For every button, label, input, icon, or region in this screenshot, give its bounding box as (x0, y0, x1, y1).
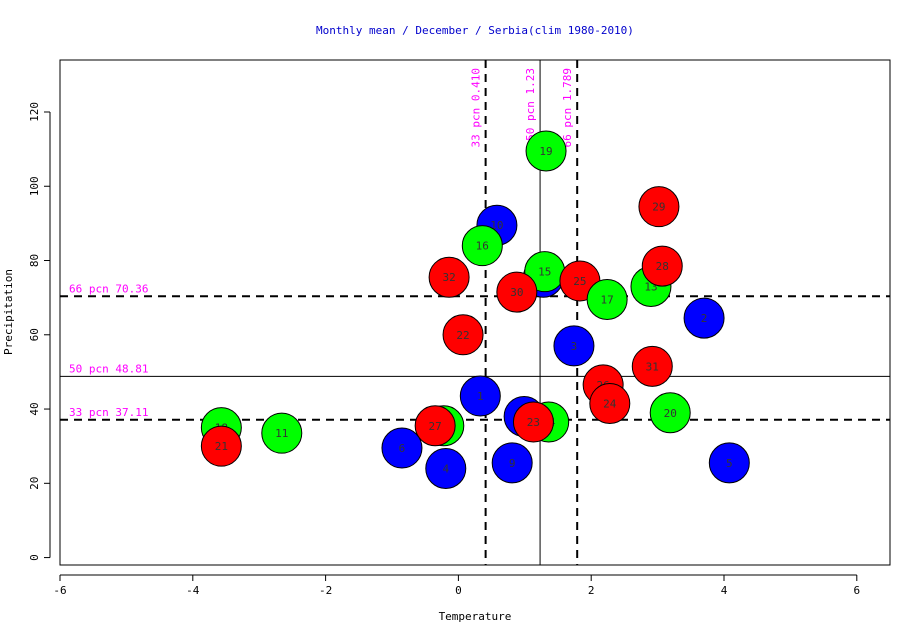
point-label: 6 (399, 442, 406, 455)
point-marker (586, 279, 628, 321)
data-point: 32 (428, 256, 470, 298)
reference-label: 66 pcn 70.36 (69, 282, 148, 295)
reference-label: 33 pcn 37.11 (69, 406, 148, 419)
point-marker (589, 382, 631, 424)
x-tick-label: 2 (588, 584, 595, 597)
point-label: 23 (527, 416, 540, 429)
point-label: 19 (539, 145, 552, 158)
point-label: 1 (477, 390, 484, 403)
point-label: 17 (601, 294, 614, 307)
plot-frame (59, 59, 891, 566)
point-label: 21 (215, 440, 228, 453)
data-point: 19 (525, 130, 567, 172)
point-marker (261, 412, 303, 454)
data-point: 16 (461, 225, 503, 267)
data-point: 31 (631, 345, 673, 387)
point-label: 30 (510, 286, 523, 299)
point-marker (512, 401, 554, 443)
x-axis-label: Temperature (439, 610, 512, 623)
point-label: 20 (664, 407, 677, 420)
x-tick-label: -2 (319, 584, 332, 597)
data-point: 15 (524, 251, 566, 293)
point-marker (381, 427, 423, 469)
point-marker (641, 245, 683, 287)
point-marker (200, 425, 242, 467)
y-tick-label: 40 (28, 402, 41, 415)
y-tick-label: 20 (28, 477, 41, 490)
y-tick-label: 80 (28, 254, 41, 267)
x-tick-label: 4 (721, 584, 728, 597)
y-axis-label: Precipitation (2, 269, 15, 355)
point-label: 2 (701, 312, 708, 325)
x-axis: -6 -4 -2 0 2 4 6 (53, 574, 860, 597)
point-marker (491, 442, 533, 484)
point-label: 28 (656, 260, 669, 273)
data-point: 24 (589, 382, 631, 424)
point-label: 31 (646, 360, 659, 373)
data-point: 6 (381, 427, 423, 469)
point-label: 29 (652, 201, 665, 214)
point-marker (638, 186, 680, 228)
point-label: 9 (509, 457, 516, 470)
x-tick-label: -6 (53, 584, 66, 597)
point-marker (459, 375, 501, 417)
data-point: 20 (649, 392, 691, 434)
plot-area: 33 pcn 0.410 50 pcn 1.23 66 pcn 1.789 66 pc… (59, 59, 891, 566)
data-points: 1910161532302517132928222331262420181423… (200, 130, 750, 489)
data-point: 5 (708, 442, 750, 484)
data-point: 28 (641, 245, 683, 287)
point-marker (649, 392, 691, 434)
data-point: 4 (425, 447, 467, 489)
point-label: 27 (429, 420, 442, 433)
point-marker (442, 314, 484, 356)
point-marker (414, 405, 456, 447)
data-point: 9 (491, 442, 533, 484)
y-tick-label: 0 (28, 554, 41, 561)
reference-label: 50 pcn 1.23 (524, 68, 537, 141)
point-label: 25 (573, 275, 586, 288)
point-marker (708, 442, 750, 484)
data-point: 3 (553, 325, 595, 367)
point-label: 22 (456, 329, 469, 342)
data-point: 23 (512, 401, 554, 443)
data-point: 27 (414, 405, 456, 447)
reference-label: 33 pcn 0.410 (470, 68, 483, 147)
point-label: 11 (275, 427, 288, 440)
y-tick-label: 60 (28, 328, 41, 341)
point-marker (425, 447, 467, 489)
reference-labels: 33 pcn 0.410 50 pcn 1.23 66 pcn 1.789 66 pc… (69, 68, 574, 419)
data-point: 11 (261, 412, 303, 454)
point-label: 3 (571, 340, 578, 353)
point-marker (525, 130, 567, 172)
x-tick-label: 6 (853, 584, 860, 597)
data-point: 22 (442, 314, 484, 356)
point-label: 24 (603, 397, 617, 410)
y-axis: 0 20 40 60 80 100 120 (28, 102, 51, 561)
reference-label: 50 pcn 48.81 (69, 362, 148, 375)
point-marker (496, 271, 538, 313)
point-label: 16 (476, 240, 489, 253)
point-label: 4 (442, 462, 449, 475)
data-point: 17 (586, 279, 628, 321)
point-marker (428, 256, 470, 298)
y-tick-label: 100 (28, 176, 41, 196)
reference-label: 66 pcn 1.789 (561, 68, 574, 147)
data-point: 30 (496, 271, 538, 313)
chart-title: Monthly mean / December / Serbia(clim 19… (316, 24, 634, 37)
data-point: 29 (638, 186, 680, 228)
point-label: 15 (538, 266, 551, 279)
point-marker (631, 345, 673, 387)
point-marker (553, 325, 595, 367)
data-point: 1 (459, 375, 501, 417)
data-point: 21 (200, 425, 242, 467)
x-tick-label: 0 (455, 584, 462, 597)
point-label: 32 (442, 271, 455, 284)
point-label: 5 (726, 457, 733, 470)
point-marker (461, 225, 503, 267)
y-tick-label: 120 (28, 102, 41, 122)
data-point: 2 (683, 297, 725, 339)
x-tick-label: -4 (186, 584, 200, 597)
point-marker (683, 297, 725, 339)
